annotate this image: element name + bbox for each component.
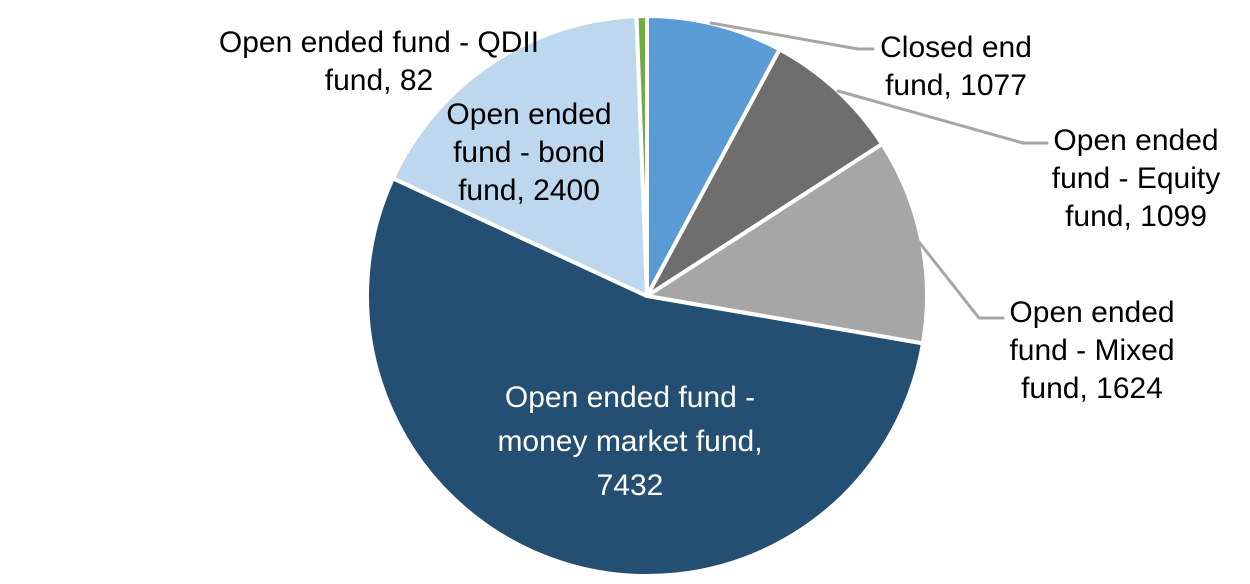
label-line: Closed end bbox=[880, 31, 1032, 64]
leader-line-mixed-fund bbox=[917, 240, 1005, 320]
leader-line-closed-end-fund bbox=[709, 21, 875, 51]
label-line: fund, 1077 bbox=[885, 69, 1027, 102]
label-open-ended-mixed-fund: Open ended fund - Mixed fund, 1624 bbox=[1009, 294, 1174, 408]
leader-lines-group bbox=[709, 21, 1049, 320]
label-open-ended-equity-fund: Open ended fund - Equity fund, 1099 bbox=[1052, 122, 1220, 236]
label-line: Open ended fund - QDII bbox=[218, 26, 540, 59]
label-line: fund, 1624 bbox=[1021, 372, 1163, 405]
label-line: Open ended fund - bbox=[504, 381, 756, 414]
label-line: fund, 1099 bbox=[1065, 200, 1207, 233]
label-line: Open ended bbox=[1053, 124, 1219, 157]
leader-line-equity-fund bbox=[836, 89, 1049, 145]
label-line: fund - Equity bbox=[1051, 162, 1221, 195]
pie-slices-group bbox=[365, 14, 929, 578]
label-line: fund, 82 bbox=[324, 64, 434, 97]
label-line: money market fund, bbox=[497, 425, 763, 458]
label-line: 7432 bbox=[596, 469, 664, 502]
label-open-ended-qdii-fund: Open ended fund - QDII fund, 82 bbox=[219, 24, 539, 100]
label-closed-end-fund: Closed end fund, 1077 bbox=[880, 29, 1032, 105]
label-open-ended-bond-fund: Open ended fund - bond fund, 2400 bbox=[446, 96, 611, 210]
label-line: fund - bond bbox=[453, 136, 605, 169]
label-line: fund - Mixed bbox=[1009, 334, 1175, 367]
label-line: Open ended bbox=[1009, 296, 1175, 329]
pie-slice-open-ended-fund-mixed-fund bbox=[645, 142, 929, 346]
label-line: fund, 2400 bbox=[458, 174, 600, 207]
label-open-ended-money-market-fund: Open ended fund - money market fund, 743… bbox=[497, 376, 762, 508]
pie-slice-open-ended-fund-money-market-fund bbox=[365, 176, 925, 578]
pie-slice-open-ended-fund-bond-fund bbox=[390, 14, 649, 298]
label-line: Open ended bbox=[446, 98, 612, 131]
pie-slice-open-ended-fund-qdii-fund bbox=[634, 14, 649, 298]
